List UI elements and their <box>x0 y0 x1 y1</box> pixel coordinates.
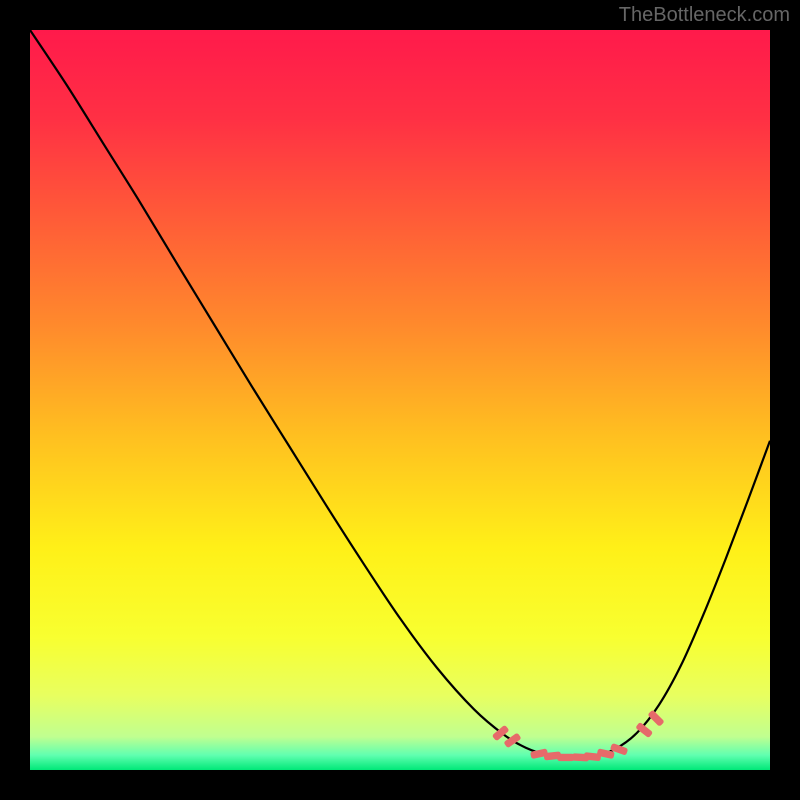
bottleneck-curve <box>30 30 770 758</box>
watermark-text: TheBottleneck.com <box>619 4 790 27</box>
curve-marker <box>503 732 521 748</box>
curve-marker <box>557 754 574 761</box>
curve-layer <box>30 30 770 770</box>
plot-area <box>30 30 770 770</box>
curve-markers <box>492 710 665 762</box>
